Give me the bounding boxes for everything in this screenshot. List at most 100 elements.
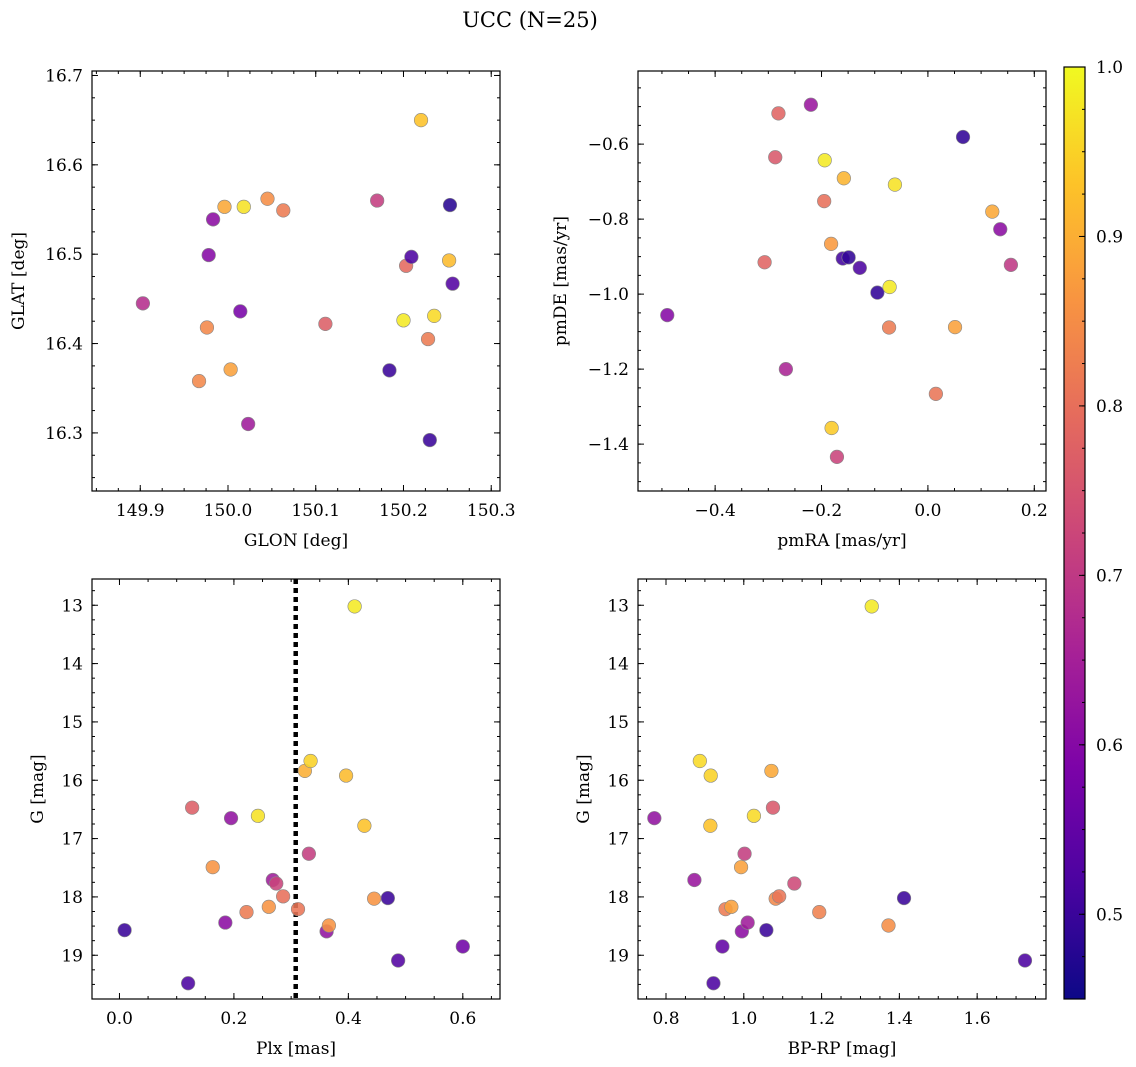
- y-axis-label: G [mag]: [28, 754, 48, 823]
- data-point: [404, 249, 419, 264]
- data-point: [276, 203, 291, 218]
- data-point: [201, 247, 216, 263]
- data-point: [290, 902, 306, 917]
- y-tick-label: −0.6: [588, 135, 629, 155]
- data-point: [260, 191, 275, 206]
- data-point: [205, 212, 221, 227]
- data-point: [442, 253, 457, 268]
- data-point: [771, 106, 786, 121]
- data-point: [357, 818, 372, 833]
- x-tick-label: 0.8: [652, 1009, 679, 1029]
- y-axis-label: pmDE [mas/yr]: [551, 216, 571, 346]
- data-point: [217, 199, 232, 214]
- x-tick-label: 0.0: [106, 1009, 133, 1029]
- x-tick-label: 1.4: [886, 1009, 913, 1029]
- x-tick-label: 1.6: [964, 1009, 991, 1029]
- colorbar-tick-label: 0.9: [1096, 227, 1123, 247]
- data-point: [852, 260, 867, 275]
- data-point: [223, 811, 239, 826]
- data-point: [276, 889, 291, 904]
- colorbar-tick-label: 0.6: [1096, 736, 1123, 756]
- data-point: [218, 915, 233, 930]
- data-point: [896, 890, 912, 906]
- data-point: [370, 193, 385, 208]
- panel-bprp-g: 0.8 1.0 1.2 1.4 1.6 13 14 15 16 17 18 19 BP-RP [mag]…: [574, 578, 1047, 1059]
- data-point: [261, 899, 276, 914]
- data-point: [233, 304, 248, 319]
- y-tick-label: 15: [61, 713, 83, 733]
- x-axis-label: BP-RP [mag]: [788, 1039, 897, 1059]
- data-point: [269, 876, 284, 891]
- x-tick-label: 150.0: [204, 501, 253, 521]
- data-point: [787, 876, 802, 891]
- data-point: [420, 331, 436, 347]
- y-tick-label: −1.4: [588, 435, 629, 455]
- y-tick-label: 16.7: [45, 66, 83, 86]
- axes-frame: [637, 70, 1047, 492]
- y-tick-label: 19: [61, 946, 83, 966]
- colorbar-tick-label: 1.0: [1096, 58, 1123, 78]
- data-point: [947, 320, 963, 335]
- data-point: [841, 250, 856, 265]
- axes-frame: [91, 578, 501, 1000]
- data-point: [687, 872, 702, 888]
- data-point: [817, 194, 832, 209]
- data-point: [367, 891, 382, 906]
- data-point: [703, 818, 718, 833]
- data-point: [135, 296, 150, 311]
- data-point: [250, 808, 266, 823]
- data-point: [236, 199, 251, 214]
- y-tick-label: 16.3: [45, 424, 83, 444]
- x-tick-label: 0.2: [1021, 501, 1048, 521]
- data-point: [955, 129, 971, 145]
- data-point: [422, 432, 437, 448]
- panel-glon-glat: 149.9 150.0 150.1 150.2 150.3 16.3 16.4 16.5 16.…: [9, 66, 516, 551]
- data-point: [812, 904, 827, 920]
- y-tick-label: 13: [61, 596, 83, 616]
- data-point: [881, 320, 897, 335]
- data-point: [768, 150, 783, 165]
- y-tick-label: −1.0: [588, 285, 629, 305]
- y-tick-label: 16: [607, 771, 629, 791]
- data-point: [772, 889, 787, 904]
- data-point: [301, 846, 316, 861]
- data-point: [382, 363, 397, 378]
- data-point: [829, 449, 845, 464]
- data-point: [692, 753, 707, 769]
- data-point: [241, 416, 256, 432]
- axes-frame: [91, 70, 501, 492]
- data-point: [733, 860, 749, 875]
- y-tick-label: 17: [61, 830, 83, 850]
- data-point: [181, 976, 196, 991]
- x-tick-label: 150.2: [379, 501, 428, 521]
- x-tick-label: −0.4: [694, 501, 735, 521]
- data-point: [321, 918, 337, 933]
- colorbar-tick-label: 0.7: [1096, 566, 1123, 586]
- data-point: [318, 316, 333, 331]
- y-tick-label: 14: [61, 655, 83, 675]
- y-tick-label: 17: [607, 830, 629, 850]
- data-point: [765, 800, 781, 815]
- data-point: [881, 918, 896, 933]
- data-point: [746, 808, 762, 823]
- data-point: [985, 204, 1000, 219]
- data-point: [870, 285, 885, 300]
- y-tick-label: 16.4: [45, 335, 83, 355]
- x-tick-label: 1.2: [808, 1009, 835, 1029]
- data-point: [824, 420, 839, 436]
- y-tick-label: 14: [607, 655, 629, 675]
- data-point: [703, 768, 718, 783]
- data-point: [836, 171, 851, 186]
- y-tick-label: 16.6: [45, 156, 83, 176]
- y-tick-label: 15: [607, 713, 629, 733]
- axes-frame: [637, 578, 1047, 1000]
- data-point: [239, 904, 254, 920]
- data-point: [347, 599, 362, 614]
- x-tick-label: 0.0: [914, 501, 941, 521]
- data-point: [817, 153, 832, 168]
- y-tick-label: 16: [61, 771, 83, 791]
- y-tick-label: 13: [607, 596, 629, 616]
- data-point: [185, 800, 200, 815]
- x-axis-label: GLON [deg]: [244, 531, 348, 551]
